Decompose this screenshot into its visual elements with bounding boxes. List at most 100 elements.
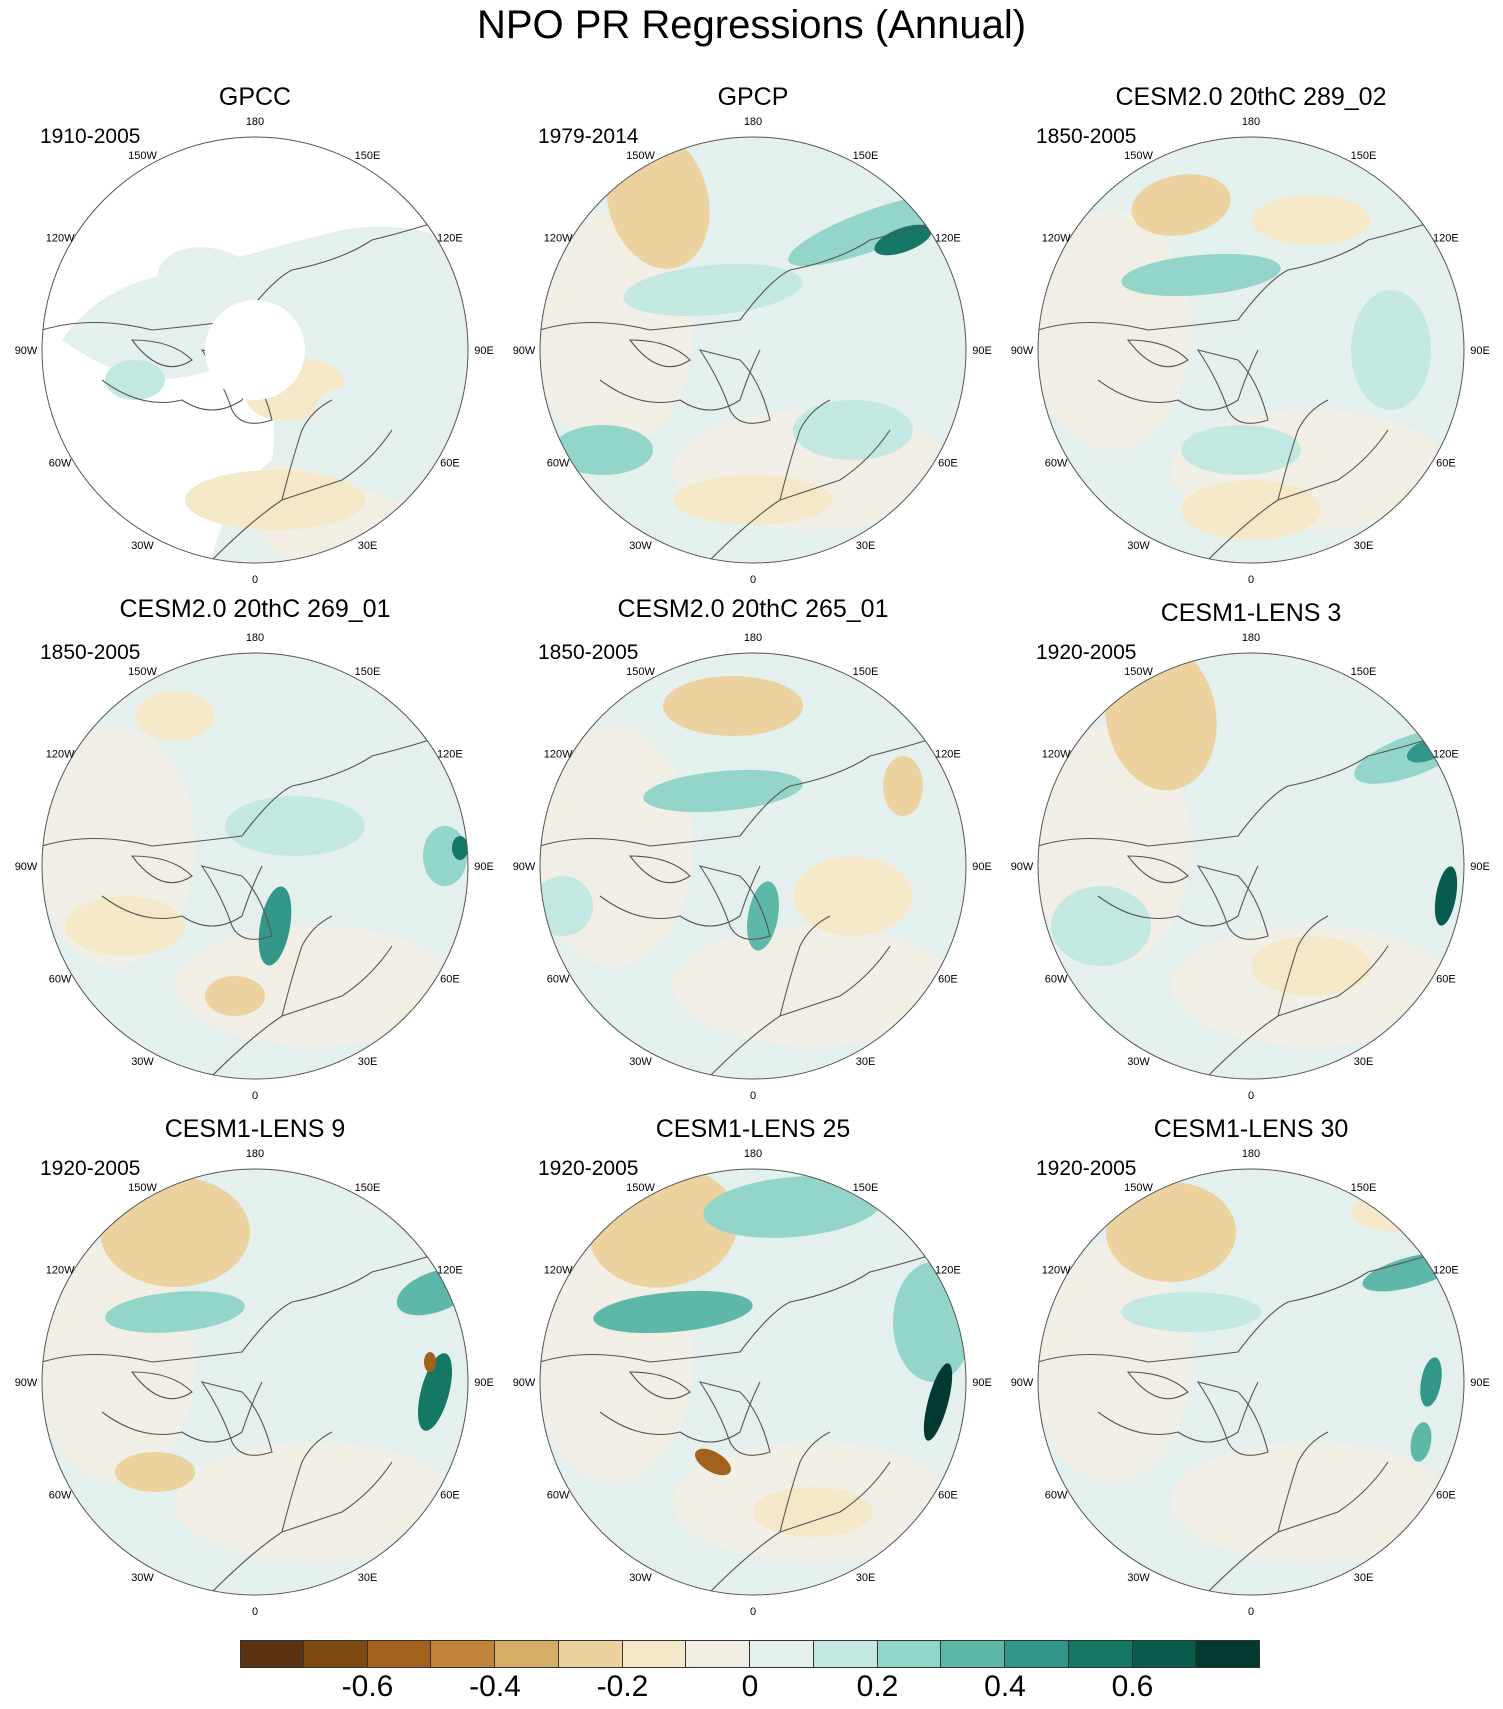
longitude-label: 60E bbox=[938, 974, 958, 986]
colorbar-swatch bbox=[431, 1640, 495, 1668]
longitude-label: 60W bbox=[49, 974, 72, 986]
longitude-label: 30E bbox=[1354, 1572, 1374, 1584]
map-panel-cesm1-lens-3: CESM1-LENS 3 1920-2005 180 150E 120E 90E 60E 30… bbox=[1011, 596, 1503, 1113]
longitude-label: 30W bbox=[1127, 540, 1150, 552]
longitude-label: 90W bbox=[15, 345, 38, 357]
longitude-label: 0 bbox=[750, 1606, 756, 1618]
polar-map: 180 150E 120E 90E 60E 30E 0 30W 60W 90W 120W 150W bbox=[15, 1148, 494, 1618]
longitude-label: 0 bbox=[1248, 1606, 1254, 1618]
anomaly-contour bbox=[553, 425, 653, 475]
longitude-label: 0 bbox=[1248, 574, 1254, 586]
longitude-label: 90E bbox=[972, 345, 992, 357]
longitude-label: 30E bbox=[856, 540, 876, 552]
longitude-label: 120E bbox=[1433, 749, 1459, 761]
longitude-label: 120E bbox=[437, 233, 463, 245]
panel-years: 1850-2005 bbox=[1036, 125, 1137, 148]
longitude-label: 30E bbox=[1354, 1056, 1374, 1068]
longitude-label: 60E bbox=[440, 1490, 460, 1502]
panel-years: 1920-2005 bbox=[1036, 641, 1137, 664]
colorbar-swatch bbox=[1132, 1640, 1197, 1668]
colorbar-swatch bbox=[1196, 1640, 1260, 1668]
longitude-label: 60E bbox=[938, 1490, 958, 1502]
longitude-label: 90W bbox=[1011, 861, 1034, 873]
anomaly-contour bbox=[1420, 1357, 1442, 1407]
longitude-label: 120E bbox=[437, 1265, 463, 1277]
anomaly-contour bbox=[1410, 1422, 1432, 1462]
map-panel-cesm1-lens-9: CESM1-LENS 9 1920-2005 180 150E 120E 90E 60E 30… bbox=[15, 1112, 542, 1629]
figure-title: NPO PR Regressions (Annual) bbox=[476, 3, 1027, 47]
panel-years: 1850-2005 bbox=[40, 641, 141, 664]
map-panel-gpcc: GPCC 1910-2005 180 150E 120E 90E 60E 30E 0 30W 60W… bbox=[15, 80, 542, 597]
longitude-label: 60W bbox=[49, 458, 72, 470]
anomaly-contour bbox=[1434, 866, 1458, 926]
longitude-label: 30E bbox=[358, 1056, 378, 1068]
longitude-label: 150E bbox=[853, 1182, 879, 1194]
longitude-label: 30W bbox=[1127, 1056, 1150, 1068]
longitude-label: 150W bbox=[626, 666, 655, 678]
longitude-label: 60E bbox=[938, 458, 958, 470]
longitude-label: 150W bbox=[1124, 1182, 1153, 1194]
anomaly-contour bbox=[65, 896, 185, 956]
longitude-label: 30W bbox=[629, 540, 652, 552]
longitude-label: 90E bbox=[474, 345, 494, 357]
longitude-label: 60E bbox=[1436, 1490, 1456, 1502]
longitude-label: 60W bbox=[49, 1490, 72, 1502]
longitude-label: 120W bbox=[1042, 233, 1071, 245]
longitude-label: 90E bbox=[972, 861, 992, 873]
longitude-label: 60W bbox=[1045, 1490, 1068, 1502]
colorbar-swatch bbox=[240, 1640, 304, 1668]
anomaly-contour bbox=[424, 1352, 436, 1372]
polar-map: 180 150E 120E 90E 60E 30E 0 30W 60W 90W 120W 150W bbox=[1011, 116, 1490, 586]
anomaly-contour bbox=[1051, 886, 1151, 966]
longitude-label: 90W bbox=[513, 1377, 536, 1389]
longitude-label: 150W bbox=[128, 666, 157, 678]
anomaly-contour bbox=[1121, 253, 1281, 297]
longitude-label: 30E bbox=[358, 540, 378, 552]
anomaly-contour bbox=[185, 470, 365, 530]
longitude-label: 150W bbox=[128, 1182, 157, 1194]
longitude-label: 60W bbox=[1045, 974, 1068, 986]
longitude-label: 90W bbox=[513, 861, 536, 873]
anomaly-contour bbox=[753, 1487, 873, 1537]
panel-title: CESM2.0 20thC 265_01 bbox=[617, 595, 889, 623]
anomaly-contour bbox=[417, 1353, 453, 1431]
longitude-label: 120E bbox=[935, 233, 961, 245]
anomaly-contour bbox=[105, 1291, 245, 1333]
panel-title: CESM2.0 20thC 269_01 bbox=[119, 595, 391, 623]
longitude-label: 120E bbox=[437, 749, 463, 761]
colorbar-swatch bbox=[941, 1640, 1005, 1668]
longitude-label: 120W bbox=[544, 749, 573, 761]
longitude-label: 150W bbox=[1124, 150, 1153, 162]
colorbar-swatch bbox=[750, 1640, 814, 1668]
map-panel-gpcp: GPCP 1979-2014 180 150E 120E 90E 60E 30E 0 30W 60W… bbox=[513, 80, 1040, 597]
longitude-label: 120E bbox=[1433, 1265, 1459, 1277]
colorbar-swatch bbox=[1005, 1640, 1069, 1668]
panel-title: CESM1-LENS 9 bbox=[164, 1115, 346, 1143]
longitude-label: 30W bbox=[1127, 1572, 1150, 1584]
coastlines bbox=[1038, 219, 1439, 561]
longitude-label: 90E bbox=[1470, 1377, 1490, 1389]
longitude-label: 30W bbox=[131, 1572, 154, 1584]
coastlines bbox=[540, 1251, 941, 1593]
longitude-label: 150E bbox=[1351, 666, 1377, 678]
longitude-label: 30W bbox=[131, 540, 154, 552]
polar-map: 180 150E 120E 90E 60E 30E 0 30W 60W 90W 120W 150W bbox=[15, 632, 494, 1102]
longitude-label: 90W bbox=[1011, 1377, 1034, 1389]
map-panel-cesm1-lens-30: CESM1-LENS 30 1920-2005 180 150E 120E 90E 60E 3… bbox=[1011, 1112, 1503, 1629]
colorbar-swatch bbox=[367, 1640, 432, 1668]
colorbar-swatch bbox=[558, 1640, 623, 1668]
colorbar-swatch bbox=[877, 1640, 942, 1668]
anomaly-contour bbox=[315, 385, 395, 435]
longitude-label: 0 bbox=[750, 574, 756, 586]
longitude-label: 120W bbox=[1042, 749, 1071, 761]
map-boundary bbox=[539, 1168, 967, 1596]
longitude-label: 30W bbox=[629, 1056, 652, 1068]
panel-title: CESM1-LENS 3 bbox=[1160, 599, 1342, 627]
colorbar-swatch bbox=[813, 1640, 878, 1668]
longitude-label: 120W bbox=[1042, 1265, 1071, 1277]
anomaly-contour bbox=[673, 475, 833, 525]
colorbar-tick-label: 0.4 bbox=[984, 1670, 1026, 1703]
colorbar-tick-label: -0.6 bbox=[341, 1670, 394, 1703]
polar-map: 180 150E 120E 90E 60E 30E 0 30W 60W 90W 120W 150W bbox=[1011, 632, 1490, 1102]
map-boundary bbox=[41, 136, 469, 564]
